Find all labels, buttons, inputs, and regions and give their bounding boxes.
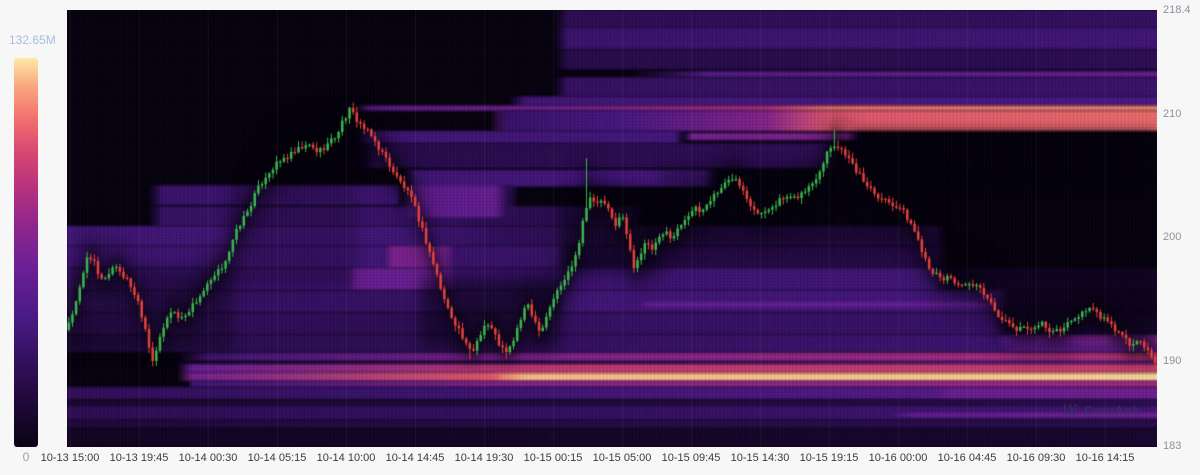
x-axis-label: 10-15 00:15	[523, 452, 583, 464]
x-axis-label: 10-14 05:15	[247, 452, 307, 464]
x-axis-label: 10-14 00:30	[178, 452, 238, 464]
x-axis-label: 10-16 14:15	[1075, 452, 1135, 464]
x-axis-label: 10-13 19:45	[109, 452, 169, 464]
x-axis-label: 10-15 14:30	[730, 452, 790, 464]
y-axis-label: 218.4	[1163, 4, 1191, 16]
y-axis-label: 190	[1163, 354, 1182, 367]
x-axis-label: 10-15 09:45	[661, 452, 721, 464]
x-axis-label: 10-15 05:00	[592, 452, 652, 464]
x-axis-label: 10-16 09:30	[1006, 452, 1066, 464]
heatmap-plot-area[interactable]	[67, 10, 1157, 447]
x-axis-label: 10-16 00:00	[868, 452, 928, 464]
x-axis-label: 10-15 19:15	[799, 452, 859, 464]
colorbar-gradient	[14, 58, 38, 447]
heatmap-candlestick-canvas[interactable]	[67, 10, 1157, 447]
x-axis-label: 10-14 19:30	[454, 452, 514, 464]
x-axis-label: 10-13 15:00	[40, 452, 100, 464]
colorbar-max-label: 132.65M	[9, 33, 56, 47]
y-axis-label: 200	[1163, 231, 1182, 244]
x-axis-label: 10-14 14:45	[385, 452, 445, 464]
y-axis-label: 210	[1163, 107, 1182, 120]
y-axis-label: 183	[1163, 440, 1182, 452]
colorbar-min-label: 0	[22, 450, 30, 464]
x-axis-label: 10-16 04:45	[937, 452, 997, 464]
x-axis-label: 10-14 10:00	[316, 452, 376, 464]
